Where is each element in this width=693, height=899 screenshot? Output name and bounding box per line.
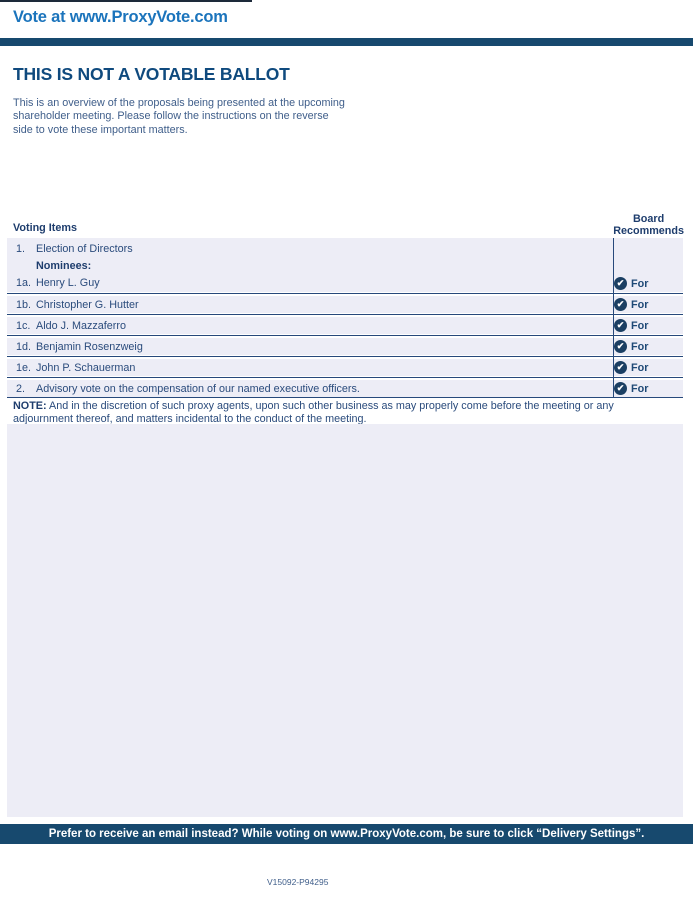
nominee-1b-cell: 1b. Christopher G. Hutter — [7, 296, 608, 313]
nominee-1e-name: John P. Schauerman — [36, 361, 136, 374]
nominee-row-1b: 1b. Christopher G. Hutter ✔ For — [7, 296, 683, 313]
nominees-label: Nominees: — [36, 260, 92, 272]
check-icon: ✔ — [614, 340, 627, 353]
nominee-row-1a: 1a. Henry L. Guy — [16, 275, 608, 292]
page-title: THIS IS NOT A VOTABLE BALLOT — [13, 64, 290, 84]
recommend-cell-1c: ✔ For — [608, 317, 683, 334]
check-icon: ✔ — [614, 382, 627, 395]
recommend-label: For — [631, 319, 649, 332]
nominee-1c-cell: 1c. Aldo J. Mazzaferro — [7, 317, 608, 334]
item2-label: Advisory vote on the compensation of our… — [36, 382, 360, 395]
recommend-label: For — [631, 340, 649, 353]
row-separator — [7, 335, 683, 336]
empty-shaded-area — [7, 424, 683, 817]
nominee-1e-id: 1e. — [16, 361, 32, 374]
nominee-1c-id: 1c. — [16, 319, 31, 332]
nominee-1b-id: 1b. — [16, 298, 32, 311]
nominee-1c-name: Aldo J. Mazzaferro — [36, 319, 127, 332]
item2-number: 2. — [16, 382, 26, 395]
table-row-item2: 2. Advisory vote on the compensation of … — [7, 380, 683, 397]
recommend-cell-1b: ✔ For — [608, 296, 683, 313]
nominee-row-1c: 1c. Aldo J. Mazzaferro ✔ For — [7, 317, 683, 334]
nominee-1a-id: 1a. — [16, 277, 32, 289]
board-recommends-line1: Board — [632, 213, 665, 225]
note-label: NOTE: — [13, 400, 47, 412]
check-icon: ✔ — [614, 319, 627, 332]
nominee-row-1d: 1d. Benjamin Rosenzweig ✔ For — [7, 338, 683, 355]
item1-line: 1. Election of Directors — [16, 241, 608, 258]
nominee-1d-id: 1d. — [16, 340, 32, 353]
intro-paragraph: This is an overview of the proposals bei… — [13, 97, 345, 136]
item1-label: Election of Directors — [36, 243, 133, 255]
nominee-1a-name: Henry L. Guy — [36, 277, 100, 289]
recommend-label: For — [631, 361, 649, 374]
recommends-column-divider — [613, 238, 614, 397]
email-preference-banner: Prefer to receive an email instead? Whil… — [0, 824, 693, 844]
board-recommends-header: Board Recommends — [613, 213, 684, 237]
check-icon: ✔ — [614, 298, 627, 311]
table-row-item1: 1. Election of Directors Nominees: 1a. H… — [7, 238, 683, 292]
header-divider-bar — [0, 38, 693, 46]
voting-rows: 1. Election of Directors Nominees: 1a. H… — [7, 238, 683, 397]
recommend-label: For — [631, 382, 649, 395]
nominee-1b-name: Christopher G. Hutter — [36, 298, 139, 311]
item2-cell: 2. Advisory vote on the compensation of … — [7, 380, 608, 397]
nominee-1d-cell: 1d. Benjamin Rosenzweig — [7, 338, 608, 355]
row-separator — [7, 356, 683, 357]
vote-url-heading: Vote at www.ProxyVote.com — [13, 8, 228, 26]
nominee-1d-name: Benjamin Rosenzweig — [36, 340, 143, 353]
recommend-cell-1d: ✔ For — [608, 338, 683, 355]
nominee-1e-cell: 1e. John P. Schauerman — [7, 359, 608, 376]
recommend-cell-item2: ✔ For — [608, 380, 683, 397]
row-separator — [7, 377, 683, 378]
page-top-edge — [0, 0, 252, 2]
recommend-label: For — [631, 278, 649, 290]
voting-table: 1. Election of Directors Nominees: 1a. H… — [7, 238, 683, 430]
recommend-cell-1e: ✔ For — [608, 359, 683, 376]
item1-cell: 1. Election of Directors Nominees: 1a. H… — [7, 238, 608, 292]
board-recommends-line2: Recommends — [613, 224, 684, 237]
note-text: And in the discretion of such proxy agen… — [13, 400, 614, 425]
check-icon: ✔ — [614, 277, 627, 290]
voting-items-header: Voting Items — [13, 222, 77, 234]
nominee-row-1e: 1e. John P. Schauerman ✔ For — [7, 359, 683, 376]
check-icon: ✔ — [614, 361, 627, 374]
recommend-cell-1a: ✔ For — [608, 238, 683, 292]
note-section: NOTE: And in the discretion of such prox… — [7, 397, 683, 430]
item1-number: 1. — [16, 243, 26, 255]
recommend-label: For — [631, 298, 649, 311]
row-separator — [7, 293, 683, 294]
document-control-number: V15092-P94295 — [267, 877, 329, 887]
row-separator — [7, 314, 683, 315]
